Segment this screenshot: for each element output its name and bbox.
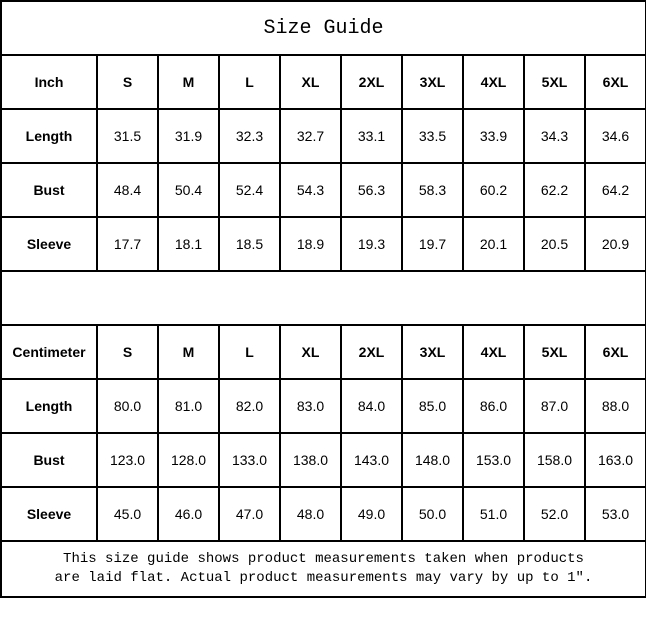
measurement-cell: 87.0 (523, 378, 586, 434)
row-label: Length (0, 378, 98, 434)
measurement-cell: 50.4 (157, 162, 220, 218)
footer-note: This size guide shows product measuremen… (0, 540, 646, 598)
size-header: L (218, 54, 281, 110)
measurement-cell: 33.1 (340, 108, 403, 164)
title-row: Size Guide (0, 0, 646, 56)
row-label: Sleeve (0, 216, 98, 272)
spacer-cell (0, 270, 646, 326)
measurement-cell: 85.0 (401, 378, 464, 434)
measurement-cell: 18.1 (157, 216, 220, 272)
measurement-cell: 51.0 (462, 486, 525, 542)
size-header: 3XL (401, 54, 464, 110)
centimeter-header-row: Centimeter S M L XL 2XL 3XL 4XL 5XL 6XL (0, 324, 646, 380)
measurement-cell: 20.5 (523, 216, 586, 272)
unit-label: Centimeter (0, 324, 98, 380)
measurement-cell: 53.0 (584, 486, 646, 542)
size-header: 2XL (340, 324, 403, 380)
size-header: S (96, 324, 159, 380)
footer-note-line: are laid flat. Actual product measuremen… (54, 570, 593, 586)
measurement-cell: 34.3 (523, 108, 586, 164)
measurement-cell: 54.3 (279, 162, 342, 218)
size-header: 3XL (401, 324, 464, 380)
measurement-cell: 48.0 (279, 486, 342, 542)
table-row: Length 31.5 31.9 32.3 32.7 33.1 33.5 33.9 34.3 34… (0, 108, 646, 164)
size-header: M (157, 324, 220, 380)
size-header: 2XL (340, 54, 403, 110)
measurement-cell: 20.9 (584, 216, 646, 272)
table-row: Bust 48.4 50.4 52.4 54.3 56.3 58.3 60.2 62.2 64.2 (0, 162, 646, 218)
measurement-cell: 64.2 (584, 162, 646, 218)
measurement-cell: 153.0 (462, 432, 525, 488)
measurement-cell: 80.0 (96, 378, 159, 434)
size-header: 4XL (462, 324, 525, 380)
measurement-cell: 33.5 (401, 108, 464, 164)
measurement-cell: 19.7 (401, 216, 464, 272)
size-header: XL (279, 324, 342, 380)
measurement-cell: 83.0 (279, 378, 342, 434)
spacer-row (0, 270, 646, 326)
measurement-cell: 48.4 (96, 162, 159, 218)
size-header: 6XL (584, 54, 646, 110)
size-header: 5XL (523, 324, 586, 380)
size-header: S (96, 54, 159, 110)
size-header: 6XL (584, 324, 646, 380)
measurement-cell: 143.0 (340, 432, 403, 488)
table-row: Sleeve 45.0 46.0 47.0 48.0 49.0 50.0 51.0 52.0 53… (0, 486, 646, 542)
measurement-cell: 133.0 (218, 432, 281, 488)
measurement-cell: 86.0 (462, 378, 525, 434)
row-label: Bust (0, 432, 98, 488)
row-label: Sleeve (0, 486, 98, 542)
measurement-cell: 18.9 (279, 216, 342, 272)
footer-note-line: This size guide shows product measuremen… (63, 551, 584, 567)
measurement-cell: 49.0 (340, 486, 403, 542)
table-row: Bust 123.0 128.0 133.0 138.0 143.0 148.0 153.0 1… (0, 432, 646, 488)
measurement-cell: 123.0 (96, 432, 159, 488)
measurement-cell: 33.9 (462, 108, 525, 164)
measurement-cell: 45.0 (96, 486, 159, 542)
inch-header-row: Inch S M L XL 2XL 3XL 4XL 5XL 6XL (0, 54, 646, 110)
measurement-cell: 18.5 (218, 216, 281, 272)
measurement-cell: 60.2 (462, 162, 525, 218)
row-label: Bust (0, 162, 98, 218)
measurement-cell: 56.3 (340, 162, 403, 218)
table-row: Length 80.0 81.0 82.0 83.0 84.0 85.0 86.0 87.0 88… (0, 378, 646, 434)
measurement-cell: 62.2 (523, 162, 586, 218)
measurement-cell: 46.0 (157, 486, 220, 542)
size-header: XL (279, 54, 342, 110)
measurement-cell: 52.4 (218, 162, 281, 218)
measurement-cell: 34.6 (584, 108, 646, 164)
measurement-cell: 31.5 (96, 108, 159, 164)
measurement-cell: 138.0 (279, 432, 342, 488)
measurement-cell: 17.7 (96, 216, 159, 272)
measurement-cell: 58.3 (401, 162, 464, 218)
measurement-cell: 82.0 (218, 378, 281, 434)
measurement-cell: 32.7 (279, 108, 342, 164)
measurement-cell: 32.3 (218, 108, 281, 164)
table-row: Sleeve 17.7 18.1 18.5 18.9 19.3 19.7 20.1 20.5 20… (0, 216, 646, 272)
page-title: Size Guide (0, 0, 646, 56)
size-header: M (157, 54, 220, 110)
measurement-cell: 84.0 (340, 378, 403, 434)
measurement-cell: 31.9 (157, 108, 220, 164)
size-header: 4XL (462, 54, 525, 110)
size-header: 5XL (523, 54, 586, 110)
measurement-cell: 88.0 (584, 378, 646, 434)
measurement-cell: 20.1 (462, 216, 525, 272)
measurement-cell: 81.0 (157, 378, 220, 434)
measurement-cell: 148.0 (401, 432, 464, 488)
size-guide-table: Size Guide Inch S M L XL 2XL 3XL 4XL 5XL 6XL Lengt… (0, 0, 646, 598)
measurement-cell: 158.0 (523, 432, 586, 488)
size-header: L (218, 324, 281, 380)
unit-label: Inch (0, 54, 98, 110)
measurement-cell: 52.0 (523, 486, 586, 542)
footer-row: This size guide shows product measuremen… (0, 540, 646, 598)
measurement-cell: 47.0 (218, 486, 281, 542)
measurement-cell: 163.0 (584, 432, 646, 488)
measurement-cell: 50.0 (401, 486, 464, 542)
row-label: Length (0, 108, 98, 164)
measurement-cell: 19.3 (340, 216, 403, 272)
measurement-cell: 128.0 (157, 432, 220, 488)
